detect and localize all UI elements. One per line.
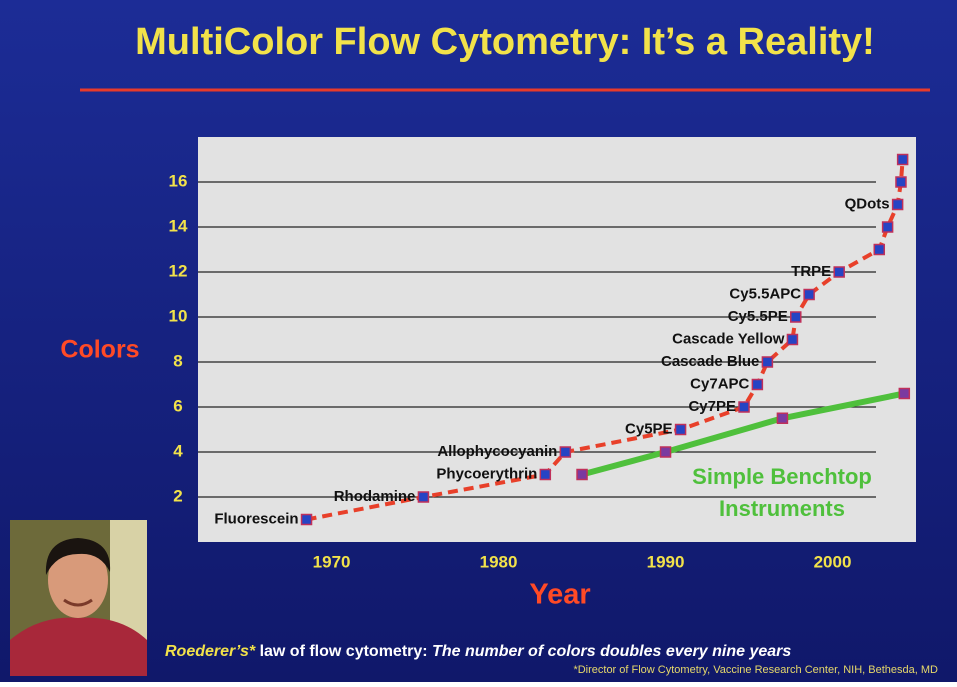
- y-tick-label: 2: [173, 486, 182, 505]
- law-text: law of flow cytometry:: [255, 643, 432, 660]
- point-label: Cy5PE: [625, 420, 673, 437]
- data-point: [834, 267, 844, 277]
- y-tick-label: 6: [173, 396, 182, 415]
- data-point: [661, 447, 671, 457]
- data-point: [898, 155, 908, 165]
- x-axis-label: Year: [529, 579, 590, 611]
- point-label: Cy5.5PE: [728, 308, 788, 325]
- data-point: [893, 200, 903, 210]
- footer-law: Roederer’s* law of flow cytometry: The n…: [165, 643, 791, 660]
- photo: [10, 520, 147, 676]
- y-tick-label: 8: [173, 351, 182, 370]
- data-point: [787, 335, 797, 345]
- x-tick-label: 2000: [814, 552, 852, 571]
- y-tick-label: 14: [169, 216, 188, 235]
- data-point: [418, 492, 428, 502]
- data-point: [577, 470, 587, 480]
- annotation: Simple Benchtop: [692, 464, 872, 489]
- data-point: [883, 222, 893, 232]
- slide: MultiColor Flow Cytometry: It’s a Realit…: [0, 0, 957, 682]
- data-point: [560, 447, 570, 457]
- law-statement: The number of colors doubles every nine …: [432, 643, 791, 660]
- data-point: [540, 470, 550, 480]
- point-label: QDots: [845, 195, 890, 212]
- x-tick-label: 1980: [480, 552, 518, 571]
- point-label: Cy7PE: [688, 398, 736, 415]
- data-point: [804, 290, 814, 300]
- annotation: Instruments: [719, 496, 845, 521]
- data-point: [676, 425, 686, 435]
- point-label: Cascade Blue: [661, 353, 759, 370]
- x-tick-label: 1990: [647, 552, 685, 571]
- y-tick-label: 16: [169, 171, 188, 190]
- point-label: Rhodamine: [334, 488, 416, 505]
- point-label: Phycoerythrin: [436, 465, 537, 482]
- point-label: Cy5.5APC: [729, 285, 801, 302]
- data-point: [752, 380, 762, 390]
- data-point: [302, 515, 312, 525]
- y-tick-label: 4: [173, 441, 183, 460]
- y-axis-label: Colors: [60, 336, 139, 364]
- law-name: Roederer’s*: [165, 643, 256, 660]
- y-tick-label: 12: [169, 261, 188, 280]
- slide-title: MultiColor Flow Cytometry: It’s a Realit…: [135, 21, 875, 63]
- data-point: [739, 402, 749, 412]
- point-label: TRPE: [791, 263, 831, 280]
- data-point: [777, 413, 787, 423]
- x-tick-label: 1970: [313, 552, 351, 571]
- footnote: *Director of Flow Cytometry, Vaccine Res…: [573, 664, 938, 676]
- data-point: [791, 312, 801, 322]
- data-point: [762, 357, 772, 367]
- point-label: Allophycocyanin: [437, 443, 557, 460]
- y-tick-label: 10: [169, 306, 188, 325]
- data-point: [874, 245, 884, 255]
- data-point: [896, 177, 906, 187]
- point-label: Cascade Yellow: [672, 330, 785, 347]
- data-point: [899, 389, 909, 399]
- point-label: Cy7APC: [690, 375, 749, 392]
- point-label: Fluorescein: [214, 510, 298, 527]
